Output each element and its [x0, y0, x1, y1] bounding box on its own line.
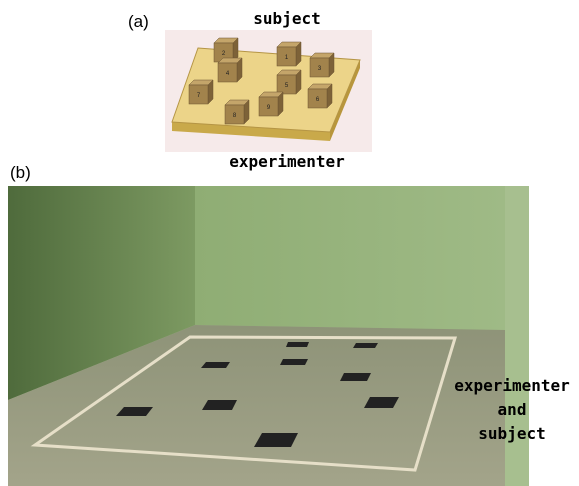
- panel-a-label: (a): [128, 12, 149, 31]
- side-label-line: and: [498, 400, 527, 419]
- cube: 9: [259, 92, 283, 116]
- cube: 7: [189, 80, 213, 104]
- panel-b-label: (b): [10, 163, 31, 182]
- side-label-line: subject: [478, 424, 545, 443]
- experimenter-label: experimenter: [229, 152, 345, 171]
- cube: 1: [277, 42, 301, 66]
- cube: 8: [225, 100, 249, 124]
- cube: 6: [308, 84, 332, 108]
- subject-label: subject: [253, 9, 320, 28]
- side-label-line: experimenter: [454, 376, 570, 395]
- figure: (a) subject 213456789 experimenter (b) e…: [0, 0, 579, 486]
- cube: 3: [310, 53, 334, 77]
- cube: 4: [218, 58, 242, 82]
- cube: 5: [277, 70, 301, 94]
- room-photo: [8, 186, 529, 486]
